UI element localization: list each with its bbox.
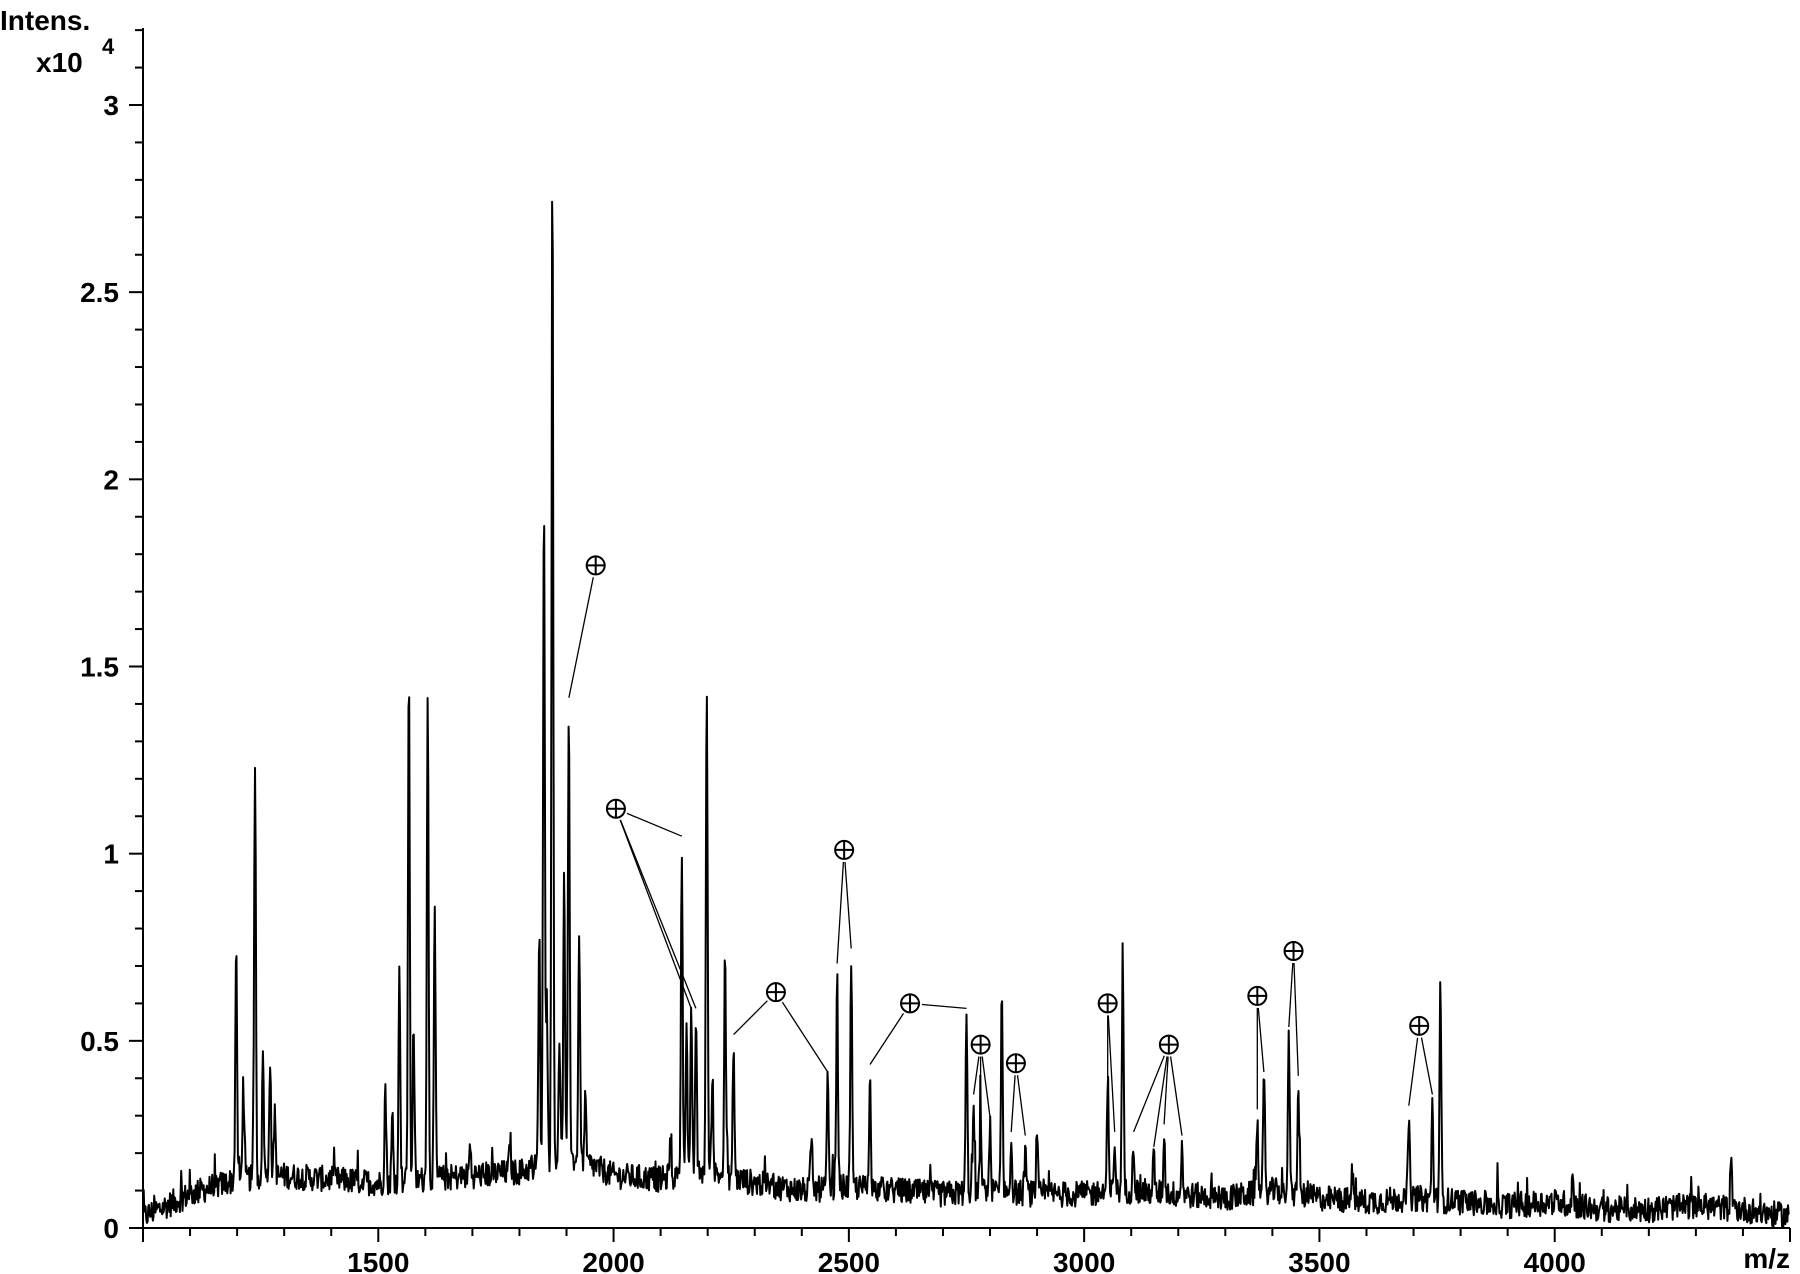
annotation-leader-line — [981, 1056, 991, 1117]
annotation-leader-line — [869, 1013, 905, 1065]
y-axis-scale: x10 — [36, 47, 83, 78]
x-axis: 1500 2000 2500 3000 3500 4000 — [142, 1227, 1791, 1274]
y-tick-label: 0 — [103, 1213, 119, 1244]
annotation-leader-line — [1163, 1056, 1169, 1125]
annotation-leader-line — [1016, 1075, 1026, 1136]
annotation-leader-line — [1107, 1015, 1116, 1132]
peak-annotation — [1097, 993, 1118, 1132]
annotation-leader-line — [1132, 1055, 1165, 1133]
spectrum-line — [142, 200, 1790, 1229]
y-tick-label: 3 — [103, 90, 119, 121]
annotation-leader-line — [1293, 962, 1299, 1076]
annotation-leader-line — [836, 861, 845, 964]
peak-annotation — [869, 993, 967, 1065]
y-axis-scale-exponent: 4 — [102, 34, 115, 59]
annotation-leader-line — [626, 812, 683, 837]
y-tick-label: 1.5 — [80, 652, 119, 683]
y-tick-label: 2 — [103, 464, 119, 495]
peak-annotation — [733, 982, 829, 1073]
annotation-leader-line — [1169, 1056, 1183, 1136]
peak-annotation — [970, 1034, 991, 1117]
peak-annotation — [834, 839, 855, 964]
peak-annotation — [1005, 1053, 1026, 1136]
annotation-leader-line — [619, 819, 692, 1009]
y-tick-label: 0.5 — [80, 1026, 119, 1057]
x-tick-label: 1500 — [347, 1247, 409, 1274]
annotation-leader-line — [844, 861, 852, 949]
annotation-leader-line — [1153, 1056, 1168, 1147]
annotation-leader-line — [619, 819, 697, 1009]
annotation-leader-line — [1010, 1075, 1016, 1132]
y-tick-label: 1 — [103, 839, 119, 870]
annotation-leader-line — [1408, 1037, 1419, 1106]
annotation-leader-line — [733, 1000, 768, 1036]
peak-annotation — [1283, 940, 1304, 1076]
y-tick-label: 2.5 — [80, 277, 119, 308]
annotation-layer — [568, 555, 1434, 1147]
annotation-leader-line — [921, 1003, 967, 1010]
annotation-leader-line — [781, 1001, 829, 1073]
x-tick-label: 3000 — [1053, 1247, 1115, 1274]
y-axis: 0 0.5 1 1.5 2 2.5 3 — [80, 28, 144, 1244]
peak-annotation — [605, 798, 697, 1009]
spectrum-trace — [142, 200, 1790, 1229]
annotation-leader-line — [1288, 962, 1294, 1028]
peak-annotation — [568, 555, 606, 698]
peak-annotation — [1132, 1034, 1183, 1147]
x-axis-label: m/z — [1743, 1243, 1790, 1274]
annotation-leader-line — [568, 577, 594, 698]
x-tick-label: 2000 — [582, 1247, 644, 1274]
peak-annotation — [1247, 985, 1268, 1110]
annotation-leader-line — [1257, 1007, 1265, 1073]
y-axis-label: Intens. — [0, 5, 90, 36]
x-tick-label: 2500 — [818, 1247, 880, 1274]
x-tick-label: 4000 — [1524, 1247, 1586, 1274]
x-tick-label: 3500 — [1288, 1247, 1350, 1274]
peak-annotation — [1408, 1015, 1434, 1106]
annotation-leader-line — [1420, 1037, 1434, 1095]
annotation-leader-line — [972, 1056, 980, 1095]
